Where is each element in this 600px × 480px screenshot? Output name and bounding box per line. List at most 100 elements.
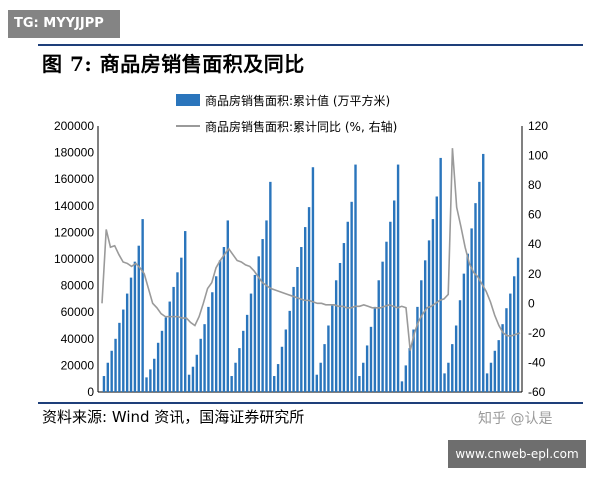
bar (280, 346, 284, 392)
bar (404, 365, 408, 392)
bar (416, 306, 419, 392)
bar (311, 167, 315, 392)
bar (288, 310, 291, 392)
bar (350, 201, 353, 392)
bar (327, 325, 330, 392)
bar (377, 280, 380, 392)
bar (509, 293, 512, 392)
bar (485, 373, 489, 392)
bar (303, 227, 307, 392)
bar (110, 350, 113, 392)
bar (153, 358, 156, 392)
bar (199, 338, 202, 392)
bar (300, 247, 303, 392)
bar (381, 261, 384, 392)
bar (358, 376, 361, 392)
bar (125, 293, 129, 392)
bar (180, 257, 183, 392)
bar (156, 342, 160, 392)
left-tick-label: 40000 (61, 332, 95, 346)
bar (362, 362, 365, 392)
right-tick-label: 20 (528, 267, 542, 281)
right-tick-label: -60 (528, 385, 546, 399)
bar (211, 292, 214, 392)
bar (323, 344, 326, 392)
bar (195, 354, 199, 392)
bar (164, 317, 168, 392)
bar (454, 325, 458, 392)
bar (346, 221, 349, 392)
left-tick-label: 20000 (61, 358, 95, 372)
bar (118, 322, 121, 392)
bar (129, 277, 133, 392)
bar (222, 247, 226, 392)
bar (408, 348, 411, 392)
bar (269, 181, 272, 392)
bar (187, 374, 191, 392)
bar (253, 274, 257, 392)
left-tick-label: 140000 (54, 199, 94, 213)
bar (249, 293, 253, 392)
right-tick-label: 120 (528, 119, 548, 133)
bar (230, 376, 233, 392)
bar (106, 362, 110, 392)
bar (261, 239, 264, 392)
bar (478, 181, 481, 392)
bar (427, 240, 431, 392)
title-rule (38, 44, 583, 46)
bar (292, 286, 295, 392)
bar (203, 324, 206, 392)
bar (439, 157, 442, 392)
bar (114, 338, 117, 392)
bar (122, 309, 125, 392)
bar (276, 364, 280, 392)
bar (145, 377, 148, 392)
bar (218, 260, 222, 392)
watermark-badge-bottom: www.cnweb-epl.com (448, 440, 586, 468)
zhihu-credit: 知乎 @认是 (478, 411, 553, 427)
left-tick-label: 80000 (61, 279, 95, 293)
left-tick-label: 120000 (54, 225, 94, 239)
right-tick-label: -40 (528, 355, 546, 369)
bar (265, 220, 268, 392)
legend-bar-label: 商品房销售面积:累计值 (万平方米) (205, 93, 390, 108)
bar (168, 301, 171, 392)
left-tick-label: 160000 (54, 172, 94, 186)
bar (505, 308, 508, 392)
bar (501, 324, 504, 392)
bar (273, 376, 276, 392)
bar (307, 207, 311, 392)
bar (141, 219, 144, 392)
legend-bar-swatch (176, 94, 200, 106)
bar (214, 276, 218, 392)
bar-series (102, 153, 520, 392)
left-tick-label: 200000 (54, 119, 94, 133)
bar (420, 280, 423, 392)
chart-title: 图 7: 商品房销售面积及同比 (42, 52, 305, 76)
bar (482, 153, 485, 392)
left-tick-labels: 0 20000 40000 60000 80000 100000 120000 140000 1… (54, 119, 94, 399)
bar (373, 306, 377, 392)
bar (396, 164, 400, 392)
bar (133, 261, 137, 392)
bar (334, 280, 338, 392)
legend: 商品房销售面积:累计值 (万平方米) 商品房销售面积:累计同比 (%, 右轴) (176, 93, 397, 134)
bar (284, 329, 288, 392)
bar (474, 203, 477, 392)
bar (400, 381, 404, 392)
left-tick-label: 180000 (54, 146, 94, 160)
bar (393, 200, 396, 392)
bar (176, 272, 179, 392)
bar (207, 306, 210, 392)
bar (172, 286, 175, 392)
bar (489, 362, 493, 392)
right-tick-label: 100 (528, 149, 548, 163)
watermark-badge-top: TG: MYYJJPP (8, 10, 120, 38)
bar (466, 253, 469, 392)
bar (354, 164, 357, 392)
bar (184, 231, 187, 392)
source-rule (38, 402, 583, 404)
right-tick-label: -20 (528, 326, 546, 340)
bar (365, 345, 369, 392)
bar (447, 362, 450, 392)
